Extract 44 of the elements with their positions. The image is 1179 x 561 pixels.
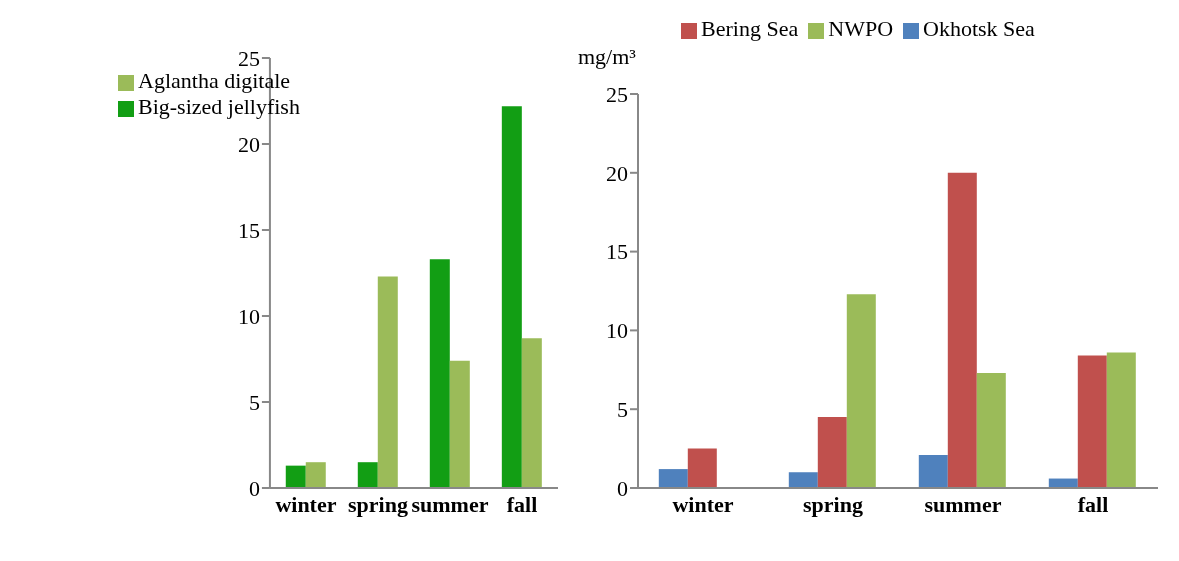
y-axis-title: mg/m³ xyxy=(578,44,636,70)
bar xyxy=(658,469,688,488)
bar xyxy=(846,294,876,488)
bar xyxy=(501,106,522,488)
y-tick-label: 5 xyxy=(617,397,628,423)
y-tick-label: 10 xyxy=(606,318,628,344)
y-tick-label: 0 xyxy=(248,475,260,501)
bar xyxy=(788,472,818,488)
y-tick-label: 15 xyxy=(237,217,260,243)
bar xyxy=(377,276,398,488)
x-tick-label: summer xyxy=(924,491,1002,517)
bar xyxy=(687,448,717,488)
x-tick-label: spring xyxy=(347,491,408,517)
bar xyxy=(449,360,470,488)
x-tick-label: fall xyxy=(506,491,538,517)
bar xyxy=(521,338,542,488)
legend-label: NWPO xyxy=(828,16,894,41)
legend-label: Aglantha digitale xyxy=(138,68,291,93)
y-tick-label: 15 xyxy=(606,239,628,265)
x-tick-label: fall xyxy=(1077,491,1109,517)
x-tick-label: winter xyxy=(275,491,337,517)
y-tick-label: 20 xyxy=(606,160,628,186)
bar xyxy=(305,462,326,488)
y-tick-label: 20 xyxy=(237,131,260,157)
bar xyxy=(357,462,378,488)
bar xyxy=(285,465,306,488)
y-tick-label: 5 xyxy=(248,389,260,415)
y-tick-label: 25 xyxy=(237,45,260,71)
legend-label: Bering Sea xyxy=(701,16,799,41)
bar xyxy=(1077,355,1107,488)
x-tick-label: spring xyxy=(803,491,863,517)
legend-label: Okhotsk Sea xyxy=(923,16,1035,41)
bar xyxy=(976,372,1006,488)
bar xyxy=(1106,352,1136,488)
bar xyxy=(918,454,948,488)
legend-label: Big-sized jellyfish xyxy=(138,94,300,119)
y-tick-label: 0 xyxy=(617,475,628,501)
x-tick-label: winter xyxy=(672,491,734,517)
bar xyxy=(947,172,977,488)
bar xyxy=(817,417,847,488)
y-tick-label: 10 xyxy=(237,303,260,329)
x-tick-label: summer xyxy=(411,491,489,517)
bar xyxy=(429,259,450,488)
y-tick-label: 25 xyxy=(606,81,628,107)
